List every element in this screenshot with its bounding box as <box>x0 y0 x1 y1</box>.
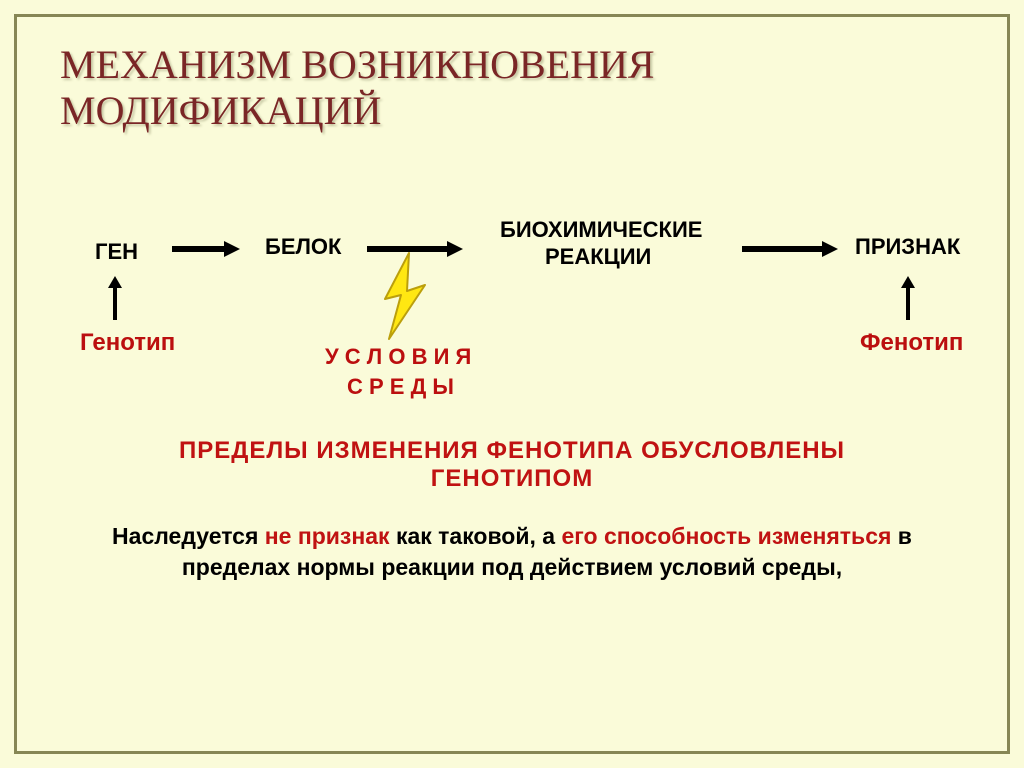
node-bio-line1: БИОХИМИЧЕСКИЕ <box>500 217 702 243</box>
node-protein: БЕЛОК <box>265 234 341 260</box>
statement-limits-line2: ГЕНОТИПОМ <box>431 465 593 492</box>
statement-limits: ПРЕДЕЛЫ ИЗМЕНЕНИЯ ФЕНОТИПА ОБУСЛОВЛЕНЫ Г… <box>50 437 974 493</box>
label-genotype: Генотип <box>80 329 175 357</box>
p2-t4: его способность изменяться <box>561 523 891 549</box>
node-bio-line2: РЕАКЦИИ <box>545 244 651 270</box>
arrow-phenotype-trait <box>894 274 922 322</box>
slide: МЕХАНИЗМ ВОЗНИКНОВЕНИЯ МОДИФИКАЦИЙ ГЕН Б… <box>0 0 1024 768</box>
slide-title: МЕХАНИЗМ ВОЗНИКНОВЕНИЯ МОДИФИКАЦИЙ <box>60 42 974 134</box>
p2-t1: Наследуется <box>112 523 265 549</box>
arrow-gene-protein <box>170 235 242 263</box>
p2-t3: как таковой, а <box>390 523 562 549</box>
arrow-bio-trait <box>740 235 840 263</box>
lightning-icon <box>375 251 435 341</box>
diagram-content: ГЕН БЕЛОК БИОХИМИЧЕСКИЕ РЕАКЦИИ ПРИЗНАК … <box>50 179 974 699</box>
node-trait: ПРИЗНАК <box>855 234 960 260</box>
label-env-line1: У С Л О В И Я <box>325 344 471 370</box>
statement-inheritance: Наследуется не признак как таковой, а ег… <box>50 521 974 583</box>
arrow-genotype-gene <box>101 274 129 322</box>
p2-t2: не признак <box>265 523 390 549</box>
node-gene: ГЕН <box>95 239 138 265</box>
label-env-line2: С Р Е Д Ы <box>347 374 454 400</box>
statement-limits-line1: ПРЕДЕЛЫ ИЗМЕНЕНИЯ ФЕНОТИПА ОБУСЛОВЛЕНЫ <box>179 437 845 464</box>
label-phenotype: Фенотип <box>860 329 963 357</box>
